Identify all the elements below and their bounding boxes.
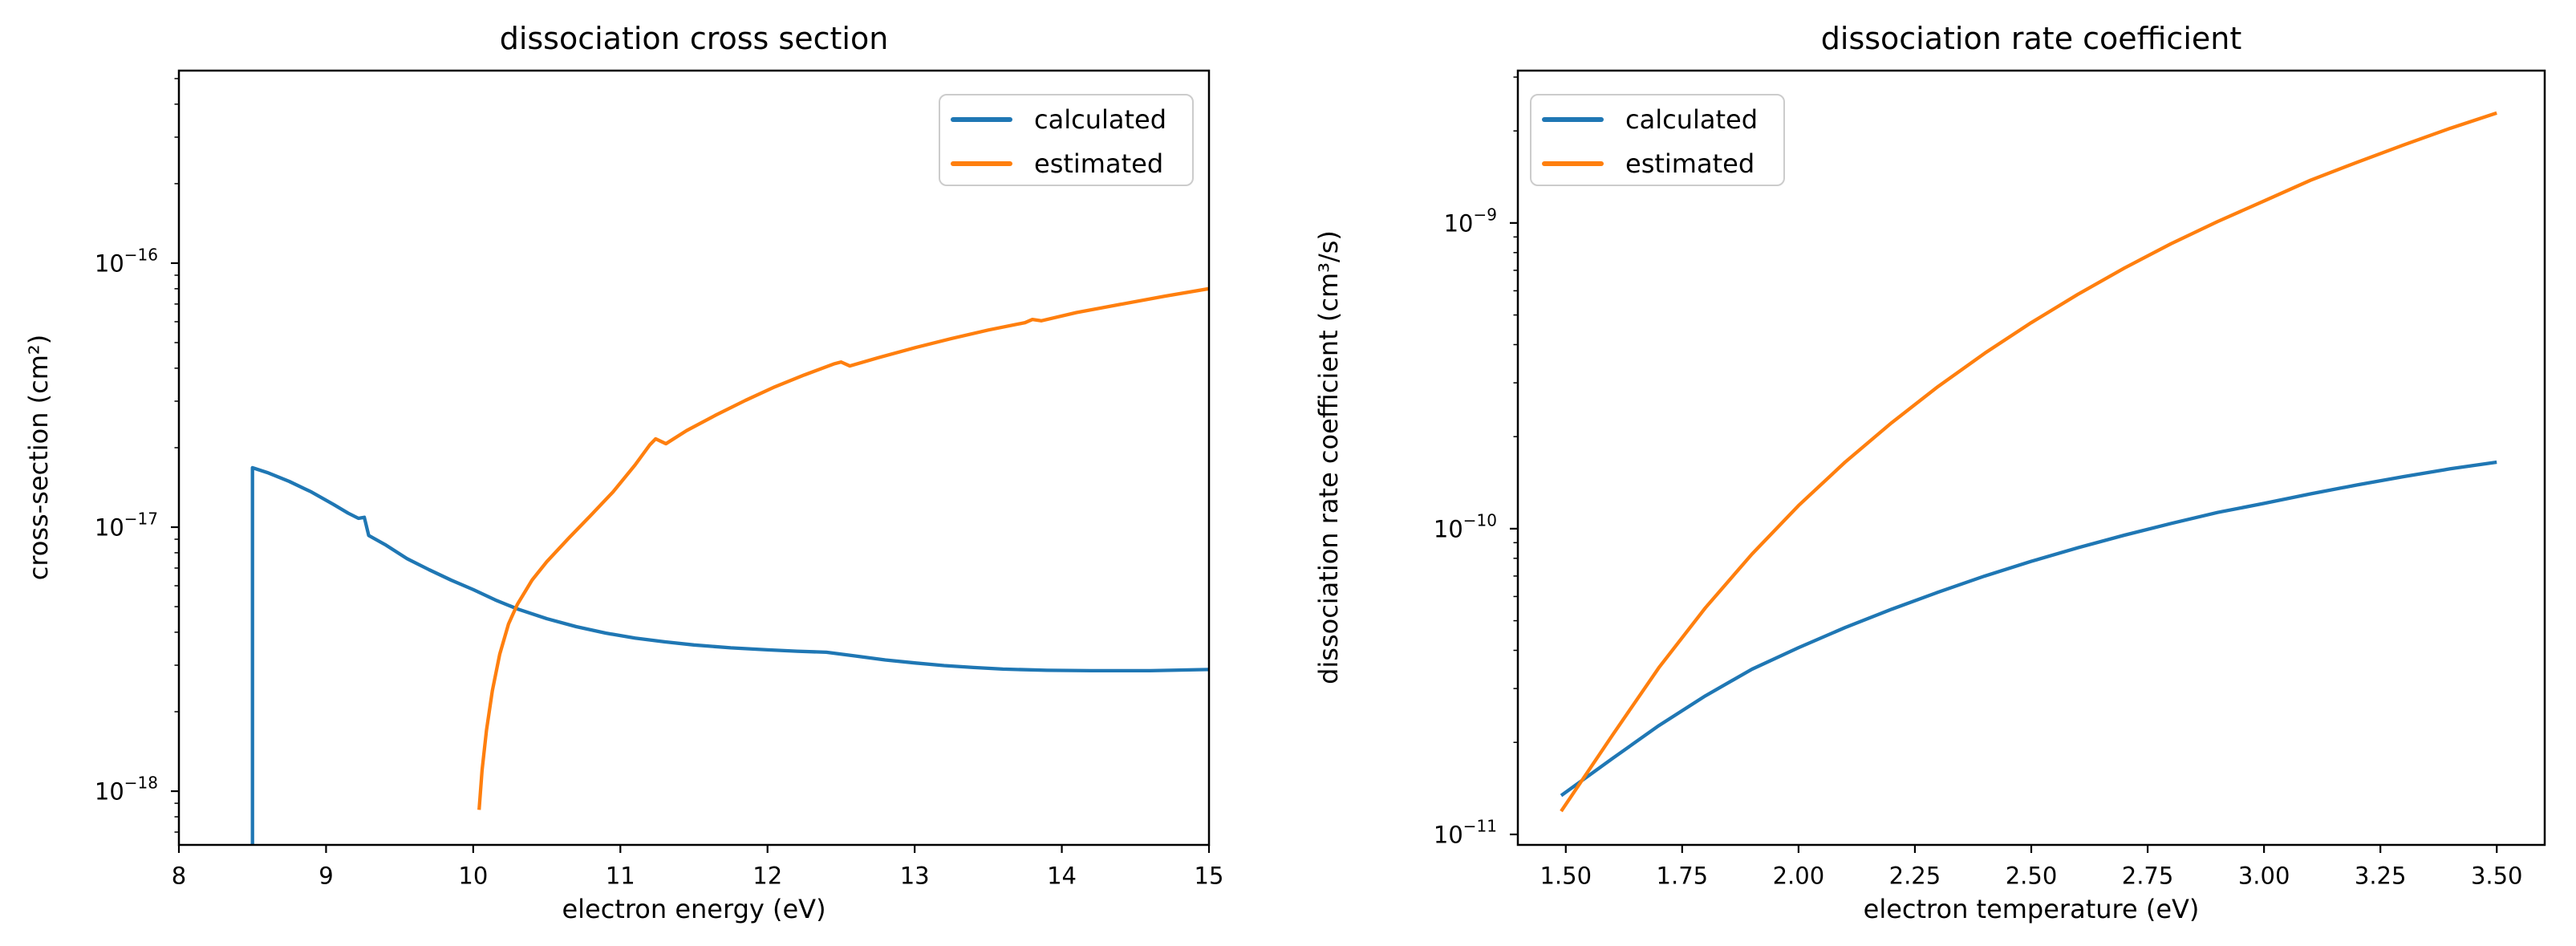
left-chart-legend: calculated estimated — [939, 94, 1194, 186]
estimated-line-sample — [1542, 160, 1604, 166]
left-chart-title: dissociation cross section — [499, 21, 889, 56]
y-tick-label: 10−16 — [95, 245, 158, 277]
x-tick-label: 15 — [1195, 863, 1224, 890]
legend-entry-estimated: estimated — [1531, 141, 1783, 185]
x-tick-label: 3.00 — [2238, 863, 2290, 890]
legend-label-calculated: calculated — [1034, 104, 1167, 135]
calculated-line — [1560, 460, 2497, 798]
legend-entry-calculated: calculated — [940, 97, 1192, 141]
right-chart-spines — [1516, 69, 2546, 847]
right-chart-legend: calculated estimated — [1530, 94, 1785, 186]
x-tick-label: 12 — [753, 863, 782, 890]
left-chart-ylabel: cross-section (cm²) — [23, 334, 54, 581]
x-tick-label: 9 — [318, 863, 333, 890]
x-tick-label: 2.00 — [1773, 863, 1825, 890]
left-chart-spines — [177, 69, 1211, 847]
estimated-line — [477, 286, 1209, 810]
x-tick-label: 1.50 — [1540, 863, 1592, 890]
legend-entry-calculated: calculated — [1531, 97, 1783, 141]
right-chart-axes: 1.50 1.75 2.00 2.25 2.50 2.75 3.00 3.25 3.50 10−9… — [1434, 69, 2546, 890]
y-tick-label: 10−18 — [95, 773, 158, 806]
x-tick-label: 3.25 — [2355, 863, 2407, 890]
right-chart-title: dissociation rate coefficient — [1820, 21, 2242, 56]
right-chart-ylabel: dissociation rate coefficient (cm³/s) — [1313, 230, 1344, 684]
y-tick-label: 10−9 — [1444, 205, 1497, 237]
y-tick-label: 10−10 — [1434, 510, 1497, 542]
x-tick-label: 13 — [900, 863, 930, 890]
x-tick-label: 10 — [458, 863, 488, 890]
left-chart-xlabel: electron energy (eV) — [562, 894, 826, 924]
estimated-line-sample — [951, 160, 1012, 166]
x-tick-label: 8 — [172, 863, 186, 890]
left-chart-axes: 8 9 10 11 12 13 14 15 10−16 10−17 10−18 — [95, 69, 1224, 890]
calculated-line-sample — [1542, 116, 1604, 122]
legend-label-calculated: calculated — [1625, 104, 1759, 135]
x-tick-label: 2.50 — [2006, 863, 2058, 890]
x-tick-label: 2.75 — [2122, 863, 2174, 890]
right-chart-xlabel: electron temperature (eV) — [1863, 894, 2200, 924]
x-tick-label: 11 — [606, 863, 635, 890]
x-tick-label: 14 — [1047, 863, 1077, 890]
calculated-line-sample — [951, 116, 1012, 122]
calculated-line — [250, 465, 1209, 845]
y-tick-label: 10−11 — [1434, 816, 1497, 848]
estimated-line — [1560, 111, 2497, 813]
x-tick-label: 2.25 — [1889, 863, 1941, 890]
legend-label-estimated: estimated — [1625, 148, 1755, 179]
legend-label-estimated: estimated — [1034, 148, 1164, 179]
y-tick-label: 10−17 — [95, 509, 158, 541]
x-tick-label: 3.50 — [2471, 863, 2523, 890]
legend-entry-estimated: estimated — [940, 141, 1192, 185]
x-tick-label: 1.75 — [1657, 863, 1709, 890]
